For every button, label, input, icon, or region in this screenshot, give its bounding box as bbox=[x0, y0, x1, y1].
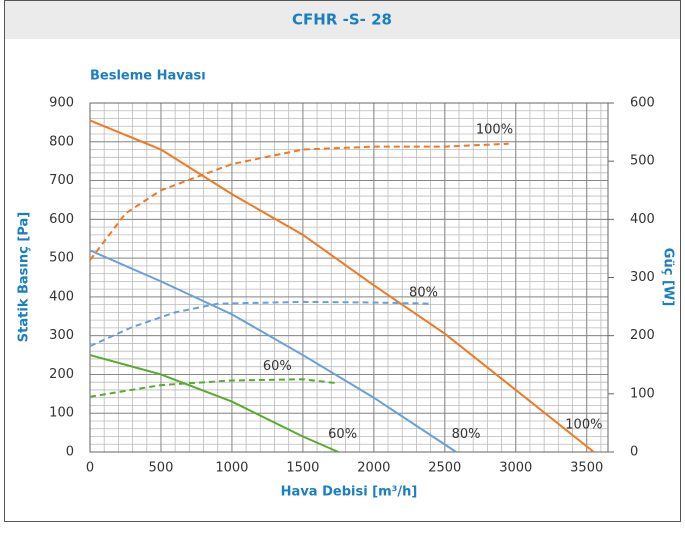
line bbox=[89, 354, 339, 453]
y-tick-label: 200 bbox=[49, 367, 74, 382]
line bbox=[89, 119, 595, 453]
x-tick-label: 3500 bbox=[570, 461, 603, 476]
y-tick-label: 900 bbox=[49, 96, 74, 111]
y-tick-label: 700 bbox=[49, 173, 74, 188]
line bbox=[89, 378, 339, 398]
x-tick-label: 1500 bbox=[286, 461, 319, 476]
line bbox=[89, 300, 431, 348]
annotation: 80% bbox=[409, 286, 438, 301]
x-axis-label: Hava Debisi [m³/h] bbox=[281, 485, 418, 500]
annotation: 60% bbox=[328, 427, 357, 442]
line bbox=[89, 249, 457, 453]
y-tick-label: 800 bbox=[49, 134, 74, 149]
y2-tick-label: 100 bbox=[630, 386, 655, 401]
subtitle: Besleme Havası bbox=[90, 69, 206, 84]
y2-axis-label: Güç [W] bbox=[661, 248, 676, 306]
chart-title: CFHR -S- 28 bbox=[292, 11, 392, 29]
y-tick-label: 100 bbox=[49, 406, 74, 421]
y-tick-label: 400 bbox=[49, 289, 74, 304]
annotation: 60% bbox=[263, 359, 292, 374]
y2-tick-label: 400 bbox=[630, 212, 655, 227]
x-tick-label: 1000 bbox=[215, 461, 248, 476]
y-tick-label: 600 bbox=[49, 212, 74, 227]
x-tick-label: 2000 bbox=[357, 461, 390, 476]
frame bbox=[4, 0, 681, 522]
header bbox=[5, 1, 680, 39]
y2-tick-label: 500 bbox=[630, 154, 655, 169]
x-tick-label: 500 bbox=[149, 461, 174, 476]
y2-tick-label: 600 bbox=[630, 96, 655, 111]
y2-tick-label: 300 bbox=[630, 270, 655, 285]
y-tick-label: 500 bbox=[49, 251, 74, 266]
y-tick-label: 300 bbox=[49, 328, 74, 343]
plot-border bbox=[89, 102, 609, 453]
annotation: 100% bbox=[565, 417, 602, 432]
y2-tick-label: 200 bbox=[630, 328, 655, 343]
y-axis-label: Statik Basınç [Pa] bbox=[17, 212, 32, 342]
x-tick-label: 0 bbox=[86, 461, 94, 476]
y-tick-label: 0 bbox=[66, 445, 74, 460]
x-tick-label: 2500 bbox=[428, 461, 461, 476]
line bbox=[89, 142, 509, 261]
annotation: 80% bbox=[452, 427, 481, 442]
y2-tick-label: 0 bbox=[630, 445, 638, 460]
annotation: 100% bbox=[476, 123, 513, 138]
x-tick-label: 3000 bbox=[499, 461, 532, 476]
